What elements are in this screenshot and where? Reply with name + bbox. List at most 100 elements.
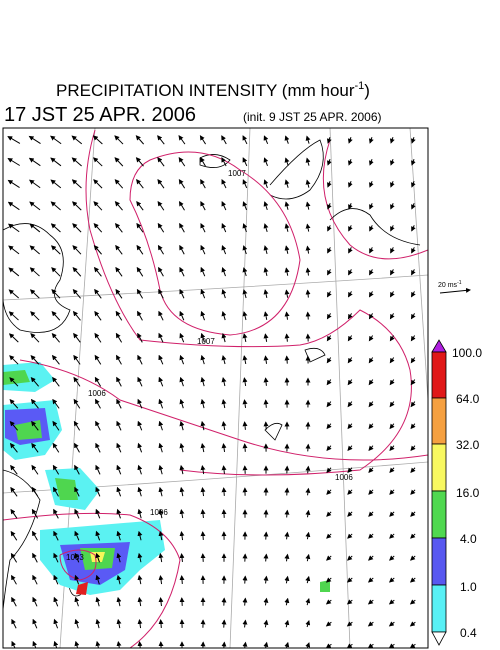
- wind-arrow: [52, 464, 60, 475]
- wind-arrow: [200, 420, 206, 431]
- title-text: PRECIPITATION INTENSITY (mm hour: [56, 81, 355, 100]
- wind-arrow: [263, 597, 269, 606]
- wind-arrow: [137, 641, 143, 648]
- wind-arrow: [7, 157, 20, 166]
- wind-arrow: [52, 442, 60, 453]
- wind-arrow: [390, 291, 395, 298]
- wind-arrow: [221, 641, 227, 648]
- wind-arrow: [326, 555, 332, 561]
- wind-arrow: [52, 398, 60, 409]
- wind-arrow: [368, 313, 374, 320]
- wind-arrow: [200, 531, 206, 540]
- wind-arrow: [115, 310, 123, 321]
- wind-arrow: [327, 269, 332, 276]
- wind-arrow: [158, 398, 164, 409]
- wind-arrow: [94, 376, 102, 387]
- wind-arrow: [327, 225, 332, 232]
- wind-arrow: [95, 574, 101, 585]
- wind-arrow: [326, 335, 332, 342]
- wind-arrow: [242, 421, 248, 430]
- wind-arrow: [158, 597, 164, 607]
- wind-arrow: [95, 552, 101, 563]
- island: [264, 422, 283, 441]
- wind-arrow: [369, 203, 374, 210]
- wind-arrow: [73, 420, 81, 431]
- wind-arrow: [94, 288, 102, 299]
- wind-arrow: [347, 467, 353, 473]
- wind-arrow: [221, 201, 227, 211]
- wind-arrow: [411, 291, 416, 298]
- wind-arrow: [242, 157, 248, 167]
- wind-arrow: [178, 135, 186, 145]
- wind-arrow: [74, 618, 80, 629]
- wind-arrow: [157, 244, 164, 255]
- wind-arrow: [410, 357, 416, 364]
- wind-arrow: [242, 245, 248, 255]
- wind-arrow: [284, 619, 290, 628]
- wind-arrow: [93, 157, 103, 167]
- wind-arrow: [348, 159, 353, 166]
- wind-arrow: [158, 310, 164, 321]
- wind-arrow: [200, 288, 206, 299]
- wind-arrow: [263, 201, 269, 211]
- wind-arrow: [158, 288, 164, 299]
- wind-arrow: [305, 179, 311, 188]
- wind-arrow: [10, 530, 18, 541]
- colorbar-label: 64.0: [456, 392, 480, 406]
- wind-arrow: [242, 575, 248, 584]
- colorbar: [431, 339, 447, 646]
- wind-arrow: [242, 641, 248, 648]
- wind-arrow: [347, 136, 353, 144]
- valid-time: 17 JST 25 APR. 2006: [4, 104, 196, 126]
- wind-arrow: [179, 354, 185, 365]
- wind-arrow: [28, 135, 41, 145]
- wind-arrow: [158, 354, 164, 365]
- coastline: [269, 139, 324, 200]
- wind-arrow: [348, 203, 353, 210]
- wind-arrow: [179, 222, 185, 233]
- coastline: [3, 469, 41, 611]
- wind-arrow: [53, 640, 59, 648]
- wind-arrow: [242, 377, 248, 386]
- wind-arrow: [284, 575, 290, 584]
- wind-arrow: [347, 555, 353, 561]
- wind-arrow: [179, 244, 185, 255]
- wind-arrow: [11, 640, 16, 648]
- wind-arrow: [136, 244, 144, 255]
- wind-arrow: [410, 136, 416, 144]
- wind-arrow: [221, 332, 227, 343]
- wind-arrow: [263, 553, 269, 562]
- wind-arrow: [263, 333, 269, 342]
- wind-arrow: [263, 377, 269, 386]
- wind-arrow: [74, 574, 80, 585]
- wind-arrow: [73, 398, 81, 409]
- wind-arrow: [242, 179, 248, 189]
- wind-arrow: [28, 157, 41, 167]
- wind-arrow: [390, 247, 395, 254]
- wind-arrow: [30, 398, 39, 409]
- wind-arrow: [369, 247, 374, 254]
- wind-arrow: [221, 376, 227, 387]
- wind-arrow: [368, 357, 374, 364]
- wind-arrow: [347, 489, 353, 495]
- wind-arrow: [263, 311, 269, 320]
- wind-arrow: [9, 442, 18, 453]
- wind-arrow: [242, 333, 248, 343]
- lon-line: [409, 128, 428, 401]
- wind-arrow: [10, 552, 18, 563]
- wind-arrow: [73, 332, 81, 343]
- wind-arrow: [179, 575, 185, 584]
- wind-arrow: [29, 245, 40, 255]
- wind-arrow: [411, 181, 416, 188]
- wind-arrow: [53, 574, 59, 585]
- wind-arrow: [389, 445, 395, 452]
- wind-scale-arrow: [439, 287, 471, 294]
- wind-arrow: [7, 201, 20, 211]
- wind-arrow: [221, 421, 227, 431]
- wind-arrow: [200, 157, 206, 167]
- wind-arrow: [284, 641, 290, 648]
- wind-arrow: [411, 269, 416, 276]
- wind-arrow: [157, 200, 165, 211]
- wind-arrow: [74, 486, 80, 497]
- wind-arrow: [242, 289, 248, 299]
